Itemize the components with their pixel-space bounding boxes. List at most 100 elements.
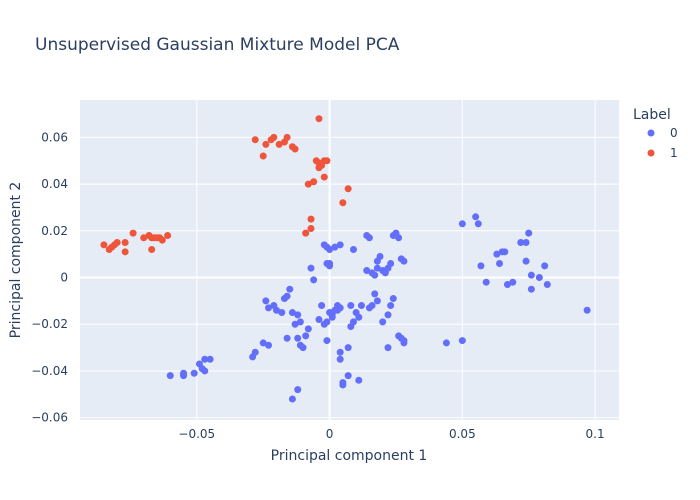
data-point[interactable] bbox=[387, 260, 395, 267]
data-point[interactable] bbox=[365, 234, 373, 242]
data-point[interactable] bbox=[288, 309, 296, 317]
data-point[interactable] bbox=[344, 344, 352, 352]
data-point[interactable] bbox=[527, 285, 535, 293]
data-point[interactable] bbox=[259, 152, 267, 160]
data-point[interactable] bbox=[294, 386, 302, 394]
data-point[interactable] bbox=[158, 236, 166, 244]
data-point[interactable] bbox=[472, 213, 480, 221]
data-point[interactable] bbox=[310, 276, 318, 284]
data-point[interactable] bbox=[302, 229, 310, 237]
data-point[interactable] bbox=[180, 369, 188, 377]
data-point[interactable] bbox=[355, 376, 363, 384]
data-point[interactable] bbox=[304, 325, 312, 333]
data-point[interactable] bbox=[307, 224, 315, 232]
data-point[interactable] bbox=[326, 262, 334, 270]
data-point[interactable] bbox=[262, 297, 270, 305]
data-point[interactable] bbox=[251, 136, 259, 144]
data-point[interactable] bbox=[275, 140, 283, 148]
data-point[interactable] bbox=[522, 257, 530, 265]
data-point[interactable] bbox=[326, 245, 334, 253]
data-point[interactable] bbox=[331, 243, 339, 251]
data-point[interactable] bbox=[583, 306, 591, 314]
data-point[interactable] bbox=[336, 355, 344, 363]
data-point[interactable] bbox=[286, 285, 294, 293]
data-point[interactable] bbox=[387, 302, 395, 310]
data-point[interactable] bbox=[315, 316, 323, 324]
data-point[interactable] bbox=[543, 281, 551, 289]
data-point[interactable] bbox=[400, 257, 408, 265]
data-point[interactable] bbox=[339, 381, 347, 389]
data-point[interactable] bbox=[517, 238, 525, 246]
data-point[interactable] bbox=[336, 348, 344, 356]
data-point[interactable] bbox=[458, 220, 466, 228]
data-point[interactable] bbox=[501, 248, 509, 256]
data-point[interactable] bbox=[310, 178, 318, 186]
data-point[interactable] bbox=[458, 337, 466, 345]
data-point[interactable] bbox=[288, 395, 296, 403]
plot-area[interactable] bbox=[80, 100, 619, 420]
data-point[interactable] bbox=[482, 278, 490, 286]
data-point[interactable] bbox=[503, 281, 511, 289]
data-point[interactable] bbox=[541, 262, 549, 270]
data-point[interactable] bbox=[270, 133, 278, 141]
data-point[interactable] bbox=[294, 334, 302, 342]
data-point[interactable] bbox=[315, 115, 323, 123]
data-point[interactable] bbox=[400, 337, 408, 345]
data-point[interactable] bbox=[307, 215, 315, 223]
data-point[interactable] bbox=[307, 264, 315, 272]
data-point[interactable] bbox=[349, 245, 357, 253]
data-point[interactable] bbox=[509, 278, 517, 286]
data-point[interactable] bbox=[190, 369, 198, 377]
legend-item-0[interactable]: 0 bbox=[647, 126, 678, 140]
data-point[interactable] bbox=[315, 164, 323, 172]
data-point[interactable] bbox=[272, 306, 280, 314]
data-point[interactable] bbox=[265, 341, 273, 349]
data-point[interactable] bbox=[371, 290, 379, 298]
data-point[interactable] bbox=[379, 318, 387, 326]
data-point[interactable] bbox=[527, 271, 535, 279]
data-point[interactable] bbox=[148, 245, 156, 253]
data-point[interactable] bbox=[140, 234, 148, 242]
data-point[interactable] bbox=[365, 304, 373, 312]
legend-item-1[interactable]: 1 bbox=[647, 146, 678, 160]
data-point[interactable] bbox=[535, 274, 543, 282]
data-point[interactable] bbox=[259, 339, 267, 347]
data-point[interactable] bbox=[201, 367, 209, 375]
data-point[interactable] bbox=[525, 229, 533, 237]
data-point[interactable] bbox=[294, 311, 302, 319]
data-point[interactable] bbox=[121, 248, 129, 256]
data-point[interactable] bbox=[349, 318, 357, 326]
data-point[interactable] bbox=[320, 173, 328, 181]
data-point[interactable] bbox=[164, 231, 172, 239]
data-point[interactable] bbox=[113, 238, 121, 246]
data-point[interactable] bbox=[474, 220, 482, 228]
data-point[interactable] bbox=[395, 234, 403, 242]
data-point[interactable] bbox=[251, 348, 259, 356]
data-point[interactable] bbox=[201, 355, 209, 363]
data-point[interactable] bbox=[291, 320, 299, 328]
data-point[interactable] bbox=[100, 241, 108, 249]
data-point[interactable] bbox=[299, 344, 307, 352]
data-point[interactable] bbox=[376, 253, 384, 260]
data-point[interactable] bbox=[283, 334, 291, 342]
data-point[interactable] bbox=[129, 229, 137, 237]
data-point[interactable] bbox=[323, 337, 331, 345]
data-point[interactable] bbox=[442, 339, 450, 347]
data-point[interactable] bbox=[493, 250, 501, 258]
data-point[interactable] bbox=[373, 297, 381, 305]
data-point[interactable] bbox=[296, 318, 304, 326]
data-point[interactable] bbox=[278, 309, 286, 317]
data-point[interactable] bbox=[339, 199, 347, 207]
data-point[interactable] bbox=[323, 157, 331, 165]
data-point[interactable] bbox=[336, 304, 344, 312]
data-point[interactable] bbox=[355, 313, 363, 321]
data-point[interactable] bbox=[522, 238, 530, 246]
data-point[interactable] bbox=[283, 133, 291, 141]
data-point[interactable] bbox=[357, 302, 365, 310]
data-point[interactable] bbox=[206, 355, 214, 363]
data-point[interactable] bbox=[496, 260, 504, 267]
data-point[interactable] bbox=[363, 267, 371, 275]
data-point[interactable] bbox=[265, 304, 273, 312]
data-point[interactable] bbox=[371, 271, 379, 279]
data-point[interactable] bbox=[336, 241, 344, 249]
